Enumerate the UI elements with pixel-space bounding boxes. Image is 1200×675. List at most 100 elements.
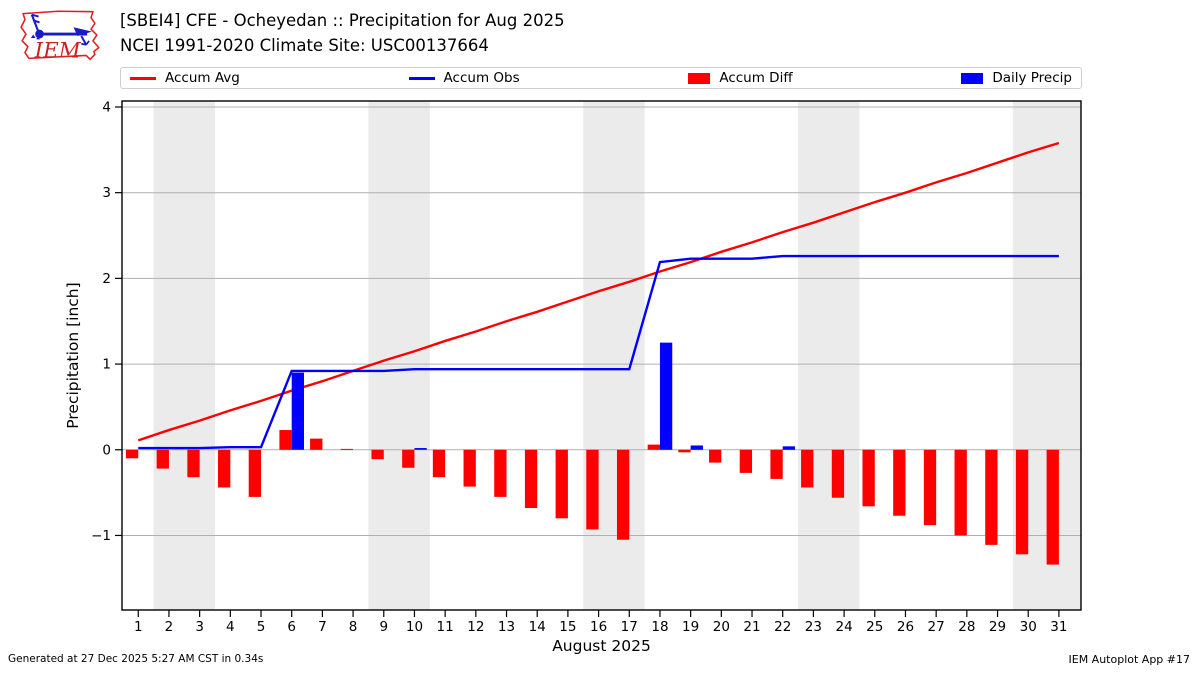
legend-item-accum-obs: Accum Obs: [408, 70, 520, 86]
x-tick-label: 9: [379, 619, 388, 635]
x-tick-label: 17: [621, 619, 638, 635]
y-tick-label: 1: [102, 357, 111, 373]
x-tick-label: 3: [195, 619, 204, 635]
x-tick-label: 23: [805, 619, 822, 635]
legend-label-accum-obs: Accum Obs: [443, 70, 520, 86]
x-tick-label: 29: [989, 619, 1006, 635]
accum-diff-bar: [709, 449, 722, 463]
x-tick-label: 26: [897, 619, 914, 635]
generated-timestamp: Generated at 27 Dec 2025 5:27 AM CST in …: [8, 653, 264, 665]
legend-item-accum-avg: Accum Avg: [130, 70, 240, 86]
x-tick-label: 31: [1050, 619, 1067, 635]
plot-border: [121, 100, 1082, 611]
accum-diff-bar: [1046, 449, 1059, 565]
chart-legend: Accum Avg Accum Obs Accum Diff Daily Pre…: [120, 67, 1082, 89]
accum-diff-bar: [125, 449, 139, 459]
x-tick-label: 28: [958, 619, 975, 635]
x-tick-label: 6: [287, 619, 296, 635]
chart-header: [SBEI4] CFE - Ocheyedan :: Precipitation…: [120, 8, 565, 58]
accum-diff-bar: [647, 444, 660, 450]
accum-diff-bar: [402, 449, 415, 468]
accum-diff-bar: [218, 449, 231, 488]
accum-avg-line-swatch: [130, 76, 156, 80]
accum-diff-bar: [340, 448, 354, 450]
accum-diff-bar: [279, 430, 292, 450]
accum-diff-bar: [1015, 449, 1029, 555]
accum-diff-bar: [432, 449, 446, 478]
x-tick-label: 15: [559, 619, 576, 635]
x-tick-label: 8: [349, 619, 358, 635]
x-tick-label: 13: [498, 619, 515, 635]
accum-diff-bar: [310, 438, 323, 450]
daily-precip-swatch: [961, 72, 984, 84]
y-tick-label: 0: [102, 442, 111, 458]
y-tick-label: 3: [102, 185, 111, 201]
legend-item-accum-diff: Accum Diff: [688, 70, 793, 86]
accum-diff-bar: [801, 449, 814, 488]
accum-diff-swatch: [688, 72, 711, 84]
accum-diff-bar: [494, 449, 507, 497]
accum-diff-bar: [248, 449, 262, 497]
accum-diff-bar: [923, 449, 937, 526]
weekend-band: [798, 101, 860, 610]
accum-diff-bar: [954, 449, 967, 536]
iem-logo-text: IEM: [34, 38, 82, 63]
accum-diff-bar: [862, 449, 875, 507]
x-tick-label: 22: [774, 619, 791, 635]
accum-diff-bar: [770, 449, 783, 479]
x-tick-label: 16: [590, 619, 607, 635]
legend-label-accum-avg: Accum Avg: [165, 70, 240, 86]
daily-precip-bar: [291, 372, 305, 450]
accum-diff-bar: [156, 449, 169, 469]
accum-obs-line: [138, 254, 1059, 450]
x-tick-label: 27: [928, 619, 945, 635]
accum-diff-bar: [831, 449, 845, 498]
legend-item-daily-precip: Daily Precip: [961, 70, 1072, 86]
accum-diff-bar: [893, 449, 906, 516]
weather-vane-icon: [30, 13, 92, 46]
accum-diff-bar: [555, 449, 568, 519]
x-tick-label: 11: [437, 619, 454, 635]
x-tick-label: 18: [651, 619, 668, 635]
y-tick-label: −1: [91, 528, 111, 544]
app-credit: IEM Autoplot App #17: [1068, 653, 1191, 666]
chart-title: [SBEI4] CFE - Ocheyedan :: Precipitation…: [120, 11, 565, 30]
x-tick-label: 24: [835, 619, 852, 635]
x-tick-label: 2: [165, 619, 174, 635]
daily-precip-bar: [414, 448, 427, 450]
y-axis-label: Precipitation [inch]: [64, 282, 82, 428]
daily-precip-bar: [782, 446, 796, 450]
legend-label-daily-precip: Daily Precip: [992, 70, 1072, 86]
x-axis-label: August 2025: [552, 637, 651, 655]
accum-diff-bar: [586, 449, 599, 530]
x-tick-label: 12: [467, 619, 484, 635]
y-tick-label: 4: [102, 99, 111, 115]
daily-precip-bar: [659, 342, 673, 450]
weekend-band: [583, 101, 645, 610]
accum-diff-bar: [985, 449, 998, 545]
x-tick-label: 20: [713, 619, 730, 635]
x-tick-label: 1: [134, 619, 143, 635]
chart-subtitle: NCEI 1991-2020 Climate Site: USC00137664: [120, 36, 489, 55]
x-tick-label: 19: [682, 619, 699, 635]
weekend-band: [153, 101, 215, 610]
accum-diff-bar: [371, 449, 384, 460]
accum-diff-bar: [739, 449, 753, 473]
accum-diff-bar: [463, 449, 476, 487]
x-tick-label: 4: [226, 619, 235, 635]
x-tick-label: 10: [406, 619, 423, 635]
x-tick-label: 21: [743, 619, 760, 635]
x-tick-label: 7: [318, 619, 327, 635]
accum-diff-bar: [616, 449, 630, 540]
legend-label-accum-diff: Accum Diff: [719, 70, 793, 86]
accum-diff-bar: [678, 449, 691, 453]
x-tick-label: 25: [866, 619, 883, 635]
accum-diff-bar: [187, 449, 200, 478]
x-tick-label: 5: [257, 619, 266, 635]
accum-diff-bar: [524, 449, 538, 509]
x-tick-label: 14: [529, 619, 546, 635]
x-tick-label: 30: [1020, 619, 1037, 635]
accum-obs-line-swatch: [408, 76, 435, 80]
